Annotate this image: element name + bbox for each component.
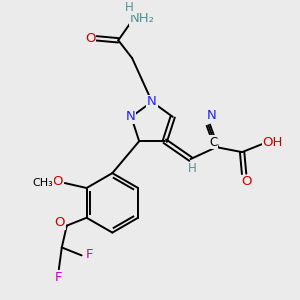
Text: O: O <box>55 216 65 229</box>
Text: N: N <box>206 109 216 122</box>
Text: F: F <box>86 248 93 261</box>
Text: C: C <box>209 136 218 149</box>
Text: F: F <box>55 271 63 284</box>
Text: N: N <box>147 95 157 108</box>
Text: CH₃: CH₃ <box>33 178 53 188</box>
Text: H: H <box>188 163 197 176</box>
Text: N: N <box>125 110 135 123</box>
Text: OH: OH <box>262 136 283 149</box>
Text: O: O <box>85 32 96 45</box>
Text: H: H <box>125 1 134 14</box>
Text: O: O <box>52 175 63 188</box>
Text: NH₂: NH₂ <box>130 12 154 25</box>
Text: O: O <box>241 176 251 188</box>
